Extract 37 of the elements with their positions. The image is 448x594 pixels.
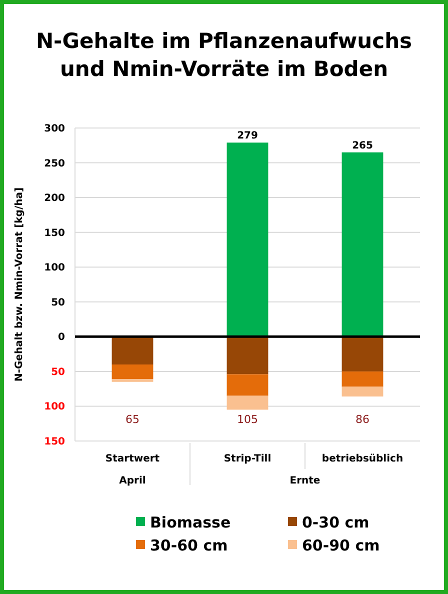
y-tick-label: 50 xyxy=(51,297,66,308)
legend-label: Biomasse xyxy=(150,513,231,532)
text: Ernte xyxy=(290,476,320,486)
y-tick-label: 100 xyxy=(44,262,66,274)
annotation: 105 xyxy=(237,412,258,426)
y-tick-label: 200 xyxy=(44,193,66,204)
bar xyxy=(226,142,268,337)
bar xyxy=(342,336,384,372)
bar xyxy=(226,336,268,374)
annotation: 86 xyxy=(356,412,370,426)
bar xyxy=(112,336,154,364)
bar xyxy=(112,379,154,382)
x-tick-label: betriebsüblich xyxy=(322,454,404,464)
legend-label: 0-30 cm xyxy=(302,513,370,532)
y-tick-label: 150 xyxy=(44,228,66,239)
bar xyxy=(342,371,384,387)
legend-label: 60-90 cm xyxy=(302,536,380,554)
data-label: 265 xyxy=(352,140,373,152)
annotation: 65 xyxy=(126,412,140,426)
y-tick-label: 250 xyxy=(44,158,66,170)
bar xyxy=(342,152,384,337)
bar xyxy=(226,374,268,396)
bar xyxy=(342,386,384,396)
y-tick-label: 100 xyxy=(44,402,66,413)
x-tick-label: Startwert xyxy=(105,454,160,464)
bar xyxy=(112,364,154,380)
bar xyxy=(226,396,268,410)
y-tick-label: 0 xyxy=(58,332,66,344)
y-tick-label: 50 xyxy=(51,366,66,378)
text: April xyxy=(119,476,146,486)
x-tick-label: Strip-Till xyxy=(224,454,272,464)
chart-title: N-Gehalte im Pflanzenaufwuchs und Nmin-Vorräte im Boden xyxy=(36,29,412,81)
y-tick-label: 150 xyxy=(44,436,66,448)
y-tick-label: 300 xyxy=(44,124,66,134)
legend-label: 30-60 cm xyxy=(150,536,228,554)
data-label: 279 xyxy=(237,130,258,142)
y-axis-title: N-Gehalt bzw. Nmin-Vorrat [kg/ha] xyxy=(14,187,25,382)
